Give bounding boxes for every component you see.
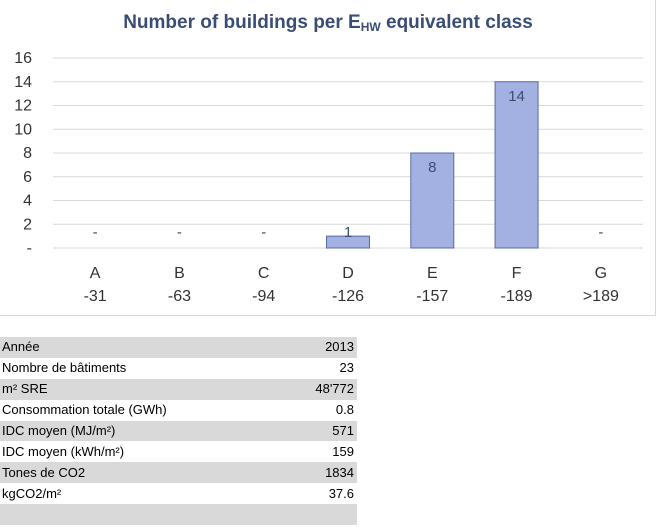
data-label: 8	[428, 159, 436, 176]
table-row	[0, 504, 357, 526]
data-label: -	[93, 224, 98, 241]
x-category-value: -157	[416, 288, 448, 305]
chart-area: Number of buildings per EHW equivalent c…	[0, 0, 656, 316]
table-row: m² SRE 48'772	[0, 378, 357, 400]
chart-title: Number of buildings per EHW equivalent c…	[123, 12, 533, 34]
x-category-label: D	[342, 265, 354, 282]
row-value: 571	[283, 420, 357, 442]
data-label: -	[261, 224, 266, 241]
table-row: Tones de CO2 1834	[0, 462, 357, 484]
x-category-value: -31	[84, 288, 107, 305]
bar	[494, 81, 539, 249]
bar-chart: - 2 4 6 8 10 12 14 16 - A -31 - B -63 - C -94 1 D -126 8 E -157…	[14, 50, 643, 305]
x-category-value: >189	[583, 288, 619, 305]
x-category-value: -189	[501, 288, 533, 305]
row-value	[283, 504, 357, 526]
table-row: kgCO2/m² 37.6	[0, 483, 357, 504]
row-value: 1834	[283, 462, 357, 484]
y-tick-label: 4	[23, 193, 32, 210]
row-label: Année	[0, 337, 284, 358]
x-category-label: A	[90, 265, 101, 282]
x-category-value: -94	[252, 288, 275, 305]
table-row: Consommation totale (GWh) 0.8	[0, 400, 357, 421]
data-label: -	[177, 224, 182, 241]
table-row: Nombre de bâtiments 23	[0, 358, 357, 379]
y-tick-label: 6	[23, 169, 32, 186]
row-label: IDC moyen (kWh/m²)	[2, 443, 125, 459]
row-label	[0, 504, 284, 526]
row-value: 37.6	[328, 485, 354, 501]
y-tick-label: 16	[14, 50, 32, 67]
y-tick-label: 2	[23, 216, 32, 233]
data-label: -	[598, 224, 603, 241]
summary-table: Année 2013 Nombre de bâtiments 23 m² SRE 48'7…	[0, 337, 357, 526]
row-label: m² SRE	[0, 378, 284, 400]
x-category-label: B	[174, 265, 185, 282]
row-label: IDC moyen (MJ/m²)	[0, 420, 284, 442]
table-row: Année 2013	[0, 337, 357, 358]
bar	[326, 235, 370, 249]
row-label: Tones de CO2	[0, 462, 284, 484]
row-label: kgCO2/m²	[2, 485, 62, 501]
bar	[410, 152, 455, 249]
table-row: IDC moyen (kWh/m²) 159	[0, 441, 357, 462]
x-category-label: E	[427, 265, 438, 282]
y-tick-label: -	[27, 240, 32, 257]
row-value: 23	[339, 360, 354, 376]
y-tick-label: 8	[23, 145, 32, 162]
row-value: 2013	[283, 337, 357, 358]
row-label: Consommation totale (GWh)	[2, 402, 167, 418]
x-category-value: -126	[332, 288, 364, 305]
row-value: 0.8	[335, 402, 354, 418]
row-label: Nombre de bâtiments	[2, 360, 127, 376]
x-category-value: -63	[168, 288, 191, 305]
y-tick-label: 14	[14, 74, 32, 91]
data-label: 1	[344, 224, 352, 241]
x-category-label: F	[512, 265, 522, 282]
y-tick-label: 10	[14, 121, 32, 138]
x-category-label: C	[258, 265, 270, 282]
y-tick-label: 12	[14, 98, 32, 115]
row-value: 159	[332, 443, 354, 459]
x-category-label: G	[595, 265, 607, 282]
table-row: IDC moyen (MJ/m²) 571	[0, 420, 357, 442]
data-label: 14	[508, 88, 525, 105]
row-value: 48'772	[283, 378, 357, 400]
